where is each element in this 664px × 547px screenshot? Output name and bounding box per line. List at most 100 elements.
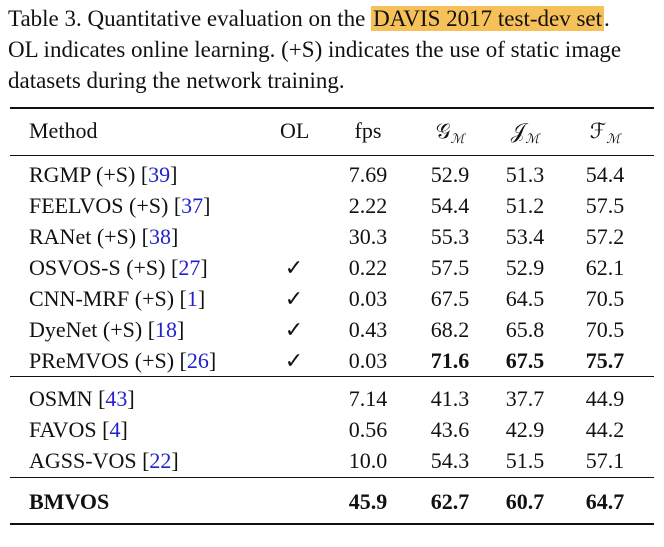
table-row: DyeNet (+S) [18] ✓ 0.43 68.2 65.8 70.5 [0,315,664,345]
f-score: 57.5 [585,193,625,218]
method-label: CNN-MRF (+S) [ [29,286,187,311]
citation-close: ] [170,224,179,249]
caption-highlight: DAVIS 2017 test-dev set [371,6,605,31]
j-score: 51.5 [505,448,545,473]
j-score: 53.4 [505,224,545,249]
f-score: 62.1 [585,255,625,280]
online-learning-check: ✓ [284,317,304,342]
g-score: 67.5 [430,286,470,311]
ours-g: 62.7 [430,489,470,514]
method-name: DyeNet (+S) [18] [29,315,184,345]
g-score: 55.3 [430,224,470,249]
ours-divider [10,477,654,478]
table-row: PReMVOS (+S) [26] ✓ 0.03 71.6 67.5 75.7 [0,346,664,376]
method-label: RGMP (+S) [ [29,162,149,187]
caption-line-1: Table 3. Quantitative evaluation on the … [8,3,660,34]
citation-close: ] [171,448,179,473]
citation-link[interactable]: 26 [186,348,209,373]
citation-link[interactable]: 4 [109,417,121,442]
fps-value: 0.03 [348,348,388,373]
method-label: FEELVOS (+S) [ [29,193,182,218]
method-name: RANet (+S) [38] [29,222,178,252]
f-score: 44.2 [585,417,625,442]
table-caption: Table 3. Quantitative evaluation on the … [8,3,660,96]
fps-value: 0.56 [348,417,388,442]
table-row: CNN-MRF (+S) [1] ✓ 0.03 67.5 64.5 70.5 [0,284,664,314]
method-name: OSVOS-S (+S) [27] [29,253,208,283]
header-g-measure: 𝒢ℳ [425,116,475,155]
j-score: 42.9 [505,417,545,442]
header-f-symbol: ℱ [589,119,607,143]
method-label: OSVOS-S (+S) [ [29,255,179,280]
f-score: 70.5 [585,317,625,342]
citation-link[interactable]: 37 [181,193,204,218]
caption-prefix: Table 3. Quantitative evaluation on the [8,6,372,31]
fps-value: 10.0 [348,448,388,473]
f-score: 54.4 [585,162,625,187]
citation-close: ] [197,286,206,311]
online-learning-check: ✓ [284,255,304,280]
online-learning-check: ✓ [284,348,304,373]
g-score: 43.6 [430,417,470,442]
f-score: 75.7 [585,348,625,373]
online-learning-check: ✓ [284,286,304,311]
table-row: OSMN [43] 7.14 41.3 37.7 44.9 [0,384,664,414]
j-score: 52.9 [505,255,545,280]
table-row: AGSS-VOS [22] 10.0 54.3 51.5 57.1 [0,446,664,476]
f-score: 57.2 [585,224,625,249]
j-score: 51.3 [505,162,545,187]
table-row: FEELVOS (+S) [37] 2.22 54.4 51.2 57.5 [0,191,664,221]
citation-link[interactable]: 39 [148,162,171,187]
header-j-symbol: 𝒥 [510,119,526,143]
citation-close: ] [120,417,128,442]
method-label: AGSS-VOS [ [29,448,150,473]
g-score: 54.3 [430,448,470,473]
j-score: 37.7 [505,386,545,411]
bottom-rule [10,523,654,525]
table-row: OSVOS-S (+S) [27] ✓ 0.22 57.5 52.9 62.1 [0,253,664,283]
citation-close: ] [200,255,208,280]
citation-link[interactable]: 1 [186,286,198,311]
fps-value: 0.22 [348,255,388,280]
fps-value: 7.69 [348,162,388,187]
method-label: PReMVOS (+S) [ [29,348,187,373]
fps-value: 2.22 [348,193,388,218]
citation-link[interactable]: 38 [148,224,171,249]
fps-value: 0.03 [348,286,388,311]
header-g-symbol: 𝒢 [435,119,451,143]
method-name: AGSS-VOS [22] [29,446,179,476]
header-ol: OL [280,118,310,143]
citation-link[interactable]: 27 [178,255,201,280]
citation-close: ] [177,317,185,342]
method-label: DyeNet (+S) [ [29,317,156,342]
method-name: RGMP (+S) [39] [29,160,178,190]
caption-suffix: . [604,6,610,31]
citation-close: ] [203,193,211,218]
g-score: 57.5 [430,255,470,280]
method-name: FEELVOS (+S) [37] [29,191,211,221]
g-score: 71.6 [430,348,470,373]
method-label: RANet (+S) [ [29,224,149,249]
citation-link[interactable]: 43 [105,386,128,411]
header-row: Method OL fps 𝒢ℳ 𝒥ℳ ℱℳ [0,116,664,147]
g-score: 52.9 [430,162,470,187]
method-label: OSMN [ [29,386,106,411]
citation-close: ] [127,386,135,411]
fps-value: 30.3 [348,224,388,249]
j-score: 65.8 [505,317,545,342]
citation-close: ] [170,162,178,187]
citation-link[interactable]: 22 [149,448,172,473]
header-rule [10,155,654,156]
header-j-sub: ℳ [525,132,540,148]
table-row: RGMP (+S) [39] 7.69 52.9 51.3 54.4 [0,160,664,190]
header-j-measure: 𝒥ℳ [500,116,550,155]
caption-line-3: datasets during the network training. [8,68,345,93]
method-name: OSMN [43] [29,384,135,414]
header-method: Method [29,118,98,143]
citation-link[interactable]: 18 [155,317,178,342]
j-score: 51.2 [505,193,545,218]
f-score: 44.9 [585,386,625,411]
g-score: 68.2 [430,317,470,342]
g-score: 41.3 [430,386,470,411]
table-row-ours: BMVOS 45.9 62.7 60.7 64.7 [0,487,664,517]
